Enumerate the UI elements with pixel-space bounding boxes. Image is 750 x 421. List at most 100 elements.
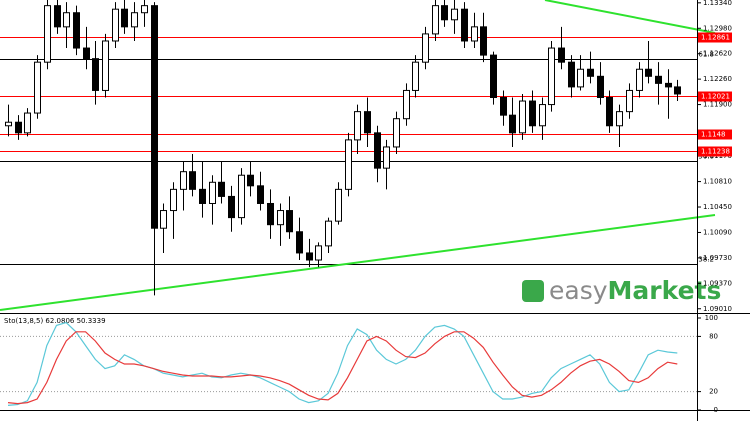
- candle-body: [189, 171, 196, 190]
- indicator-line: [7, 331, 678, 405]
- level-tag-label: 1.12861: [701, 34, 730, 42]
- candle-body: [54, 5, 61, 28]
- candle-body: [626, 89, 633, 113]
- y-tick-label: 1.10090: [703, 228, 732, 236]
- candle-body: [451, 8, 458, 21]
- y-tick-label: 1.12620: [703, 50, 732, 58]
- candle-body: [480, 26, 487, 56]
- y-tick-label: 1.09730: [703, 254, 732, 262]
- candle-body: [267, 202, 274, 226]
- y-tick-label: 1.10450: [703, 203, 732, 211]
- candle-body: [92, 58, 99, 91]
- candle-body: [34, 61, 41, 114]
- candle-body: [151, 5, 158, 229]
- level-label: 38.2: [698, 256, 714, 264]
- logo-prefix: easy: [549, 276, 608, 305]
- candle-body: [296, 231, 303, 254]
- y-tick-label: 1.12980: [703, 24, 732, 32]
- candle-body: [160, 210, 167, 229]
- candle-body: [674, 86, 681, 95]
- candle-body: [345, 139, 352, 190]
- indicator-line: [7, 321, 678, 406]
- level-tag: [698, 32, 732, 43]
- y-tick-label: 1.11900: [703, 101, 732, 109]
- logo-icon: [522, 280, 544, 302]
- candle-body: [121, 8, 128, 28]
- candle-body: [422, 33, 429, 63]
- watermark: easyMarkets: [522, 276, 721, 305]
- candle-body: [383, 146, 390, 169]
- candle-body: [568, 61, 575, 88]
- candles: [5, 0, 681, 296]
- candle-body: [403, 89, 410, 120]
- level-tag: [698, 146, 732, 157]
- candle-body: [519, 100, 526, 134]
- candle-body: [83, 47, 90, 60]
- y-tick-label: 1.12260: [703, 75, 732, 83]
- candle-body: [180, 171, 187, 190]
- logo-brand: Markets: [608, 276, 722, 305]
- candle-body: [5, 121, 12, 127]
- candle-body: [655, 75, 662, 84]
- candle-body: [218, 181, 225, 197]
- candle-body: [209, 181, 216, 204]
- level-tag: [698, 91, 732, 102]
- candle-body: [577, 68, 584, 88]
- candle-body: [315, 245, 322, 261]
- level-tag-label: 1.1148: [701, 131, 726, 139]
- candle-body: [645, 68, 652, 77]
- y-tick-label: 1.10810: [703, 178, 732, 186]
- candle-body: [665, 82, 672, 88]
- level-tag: [698, 129, 732, 140]
- candle-body: [44, 5, 51, 63]
- candle-body: [636, 68, 643, 91]
- indicator: 100 80 20 0: [0, 314, 718, 414]
- candle-body: [102, 40, 109, 91]
- y-tick-label: 80: [709, 332, 718, 340]
- candle-body: [558, 47, 565, 63]
- y-tick-label: 1.13340: [703, 0, 732, 7]
- candle-body: [15, 121, 22, 134]
- candle-body: [63, 12, 70, 28]
- candle-body: [112, 8, 119, 42]
- candle-body: [500, 97, 507, 116]
- candle-body: [587, 68, 594, 77]
- candle-body: [277, 210, 284, 226]
- candle-body: [325, 220, 332, 247]
- trend-line: [544, 0, 716, 34]
- candle-body: [141, 5, 148, 14]
- candle-body: [364, 111, 371, 134]
- candle-body: [73, 12, 80, 49]
- trend-line: [0, 214, 716, 311]
- y-tick-label: 20: [709, 388, 718, 396]
- candle-body: [393, 118, 400, 148]
- candle-body: [441, 5, 448, 21]
- candle-body: [616, 111, 623, 127]
- candle-body: [131, 12, 138, 28]
- candle-body: [335, 188, 342, 222]
- candle-body: [306, 252, 313, 261]
- level-tag-label: 1.12021: [701, 93, 730, 101]
- candle-body: [509, 114, 516, 134]
- indicator-title: Sto(13,8,5) 62.0806 50.3339: [4, 317, 106, 325]
- candle-body: [471, 26, 478, 42]
- level-tag-label: 1.11238: [701, 148, 730, 156]
- candle-body: [374, 132, 381, 169]
- candle-body: [432, 5, 439, 35]
- y-tick-label: 0: [714, 406, 718, 414]
- candle-body: [199, 188, 206, 204]
- logo-text: easyMarkets: [549, 276, 721, 305]
- candle-body: [286, 210, 293, 233]
- candle-body: [257, 185, 264, 204]
- y-tick-label: 1.09370: [703, 279, 732, 287]
- candle-body: [490, 54, 497, 99]
- y-tick-label: 100: [705, 314, 718, 322]
- candle-body: [548, 47, 555, 106]
- candle-body: [412, 61, 419, 91]
- level-label: 61.8: [698, 51, 714, 59]
- candle-body: [539, 104, 546, 127]
- candle-body: [24, 112, 31, 134]
- candle-body: [238, 174, 245, 219]
